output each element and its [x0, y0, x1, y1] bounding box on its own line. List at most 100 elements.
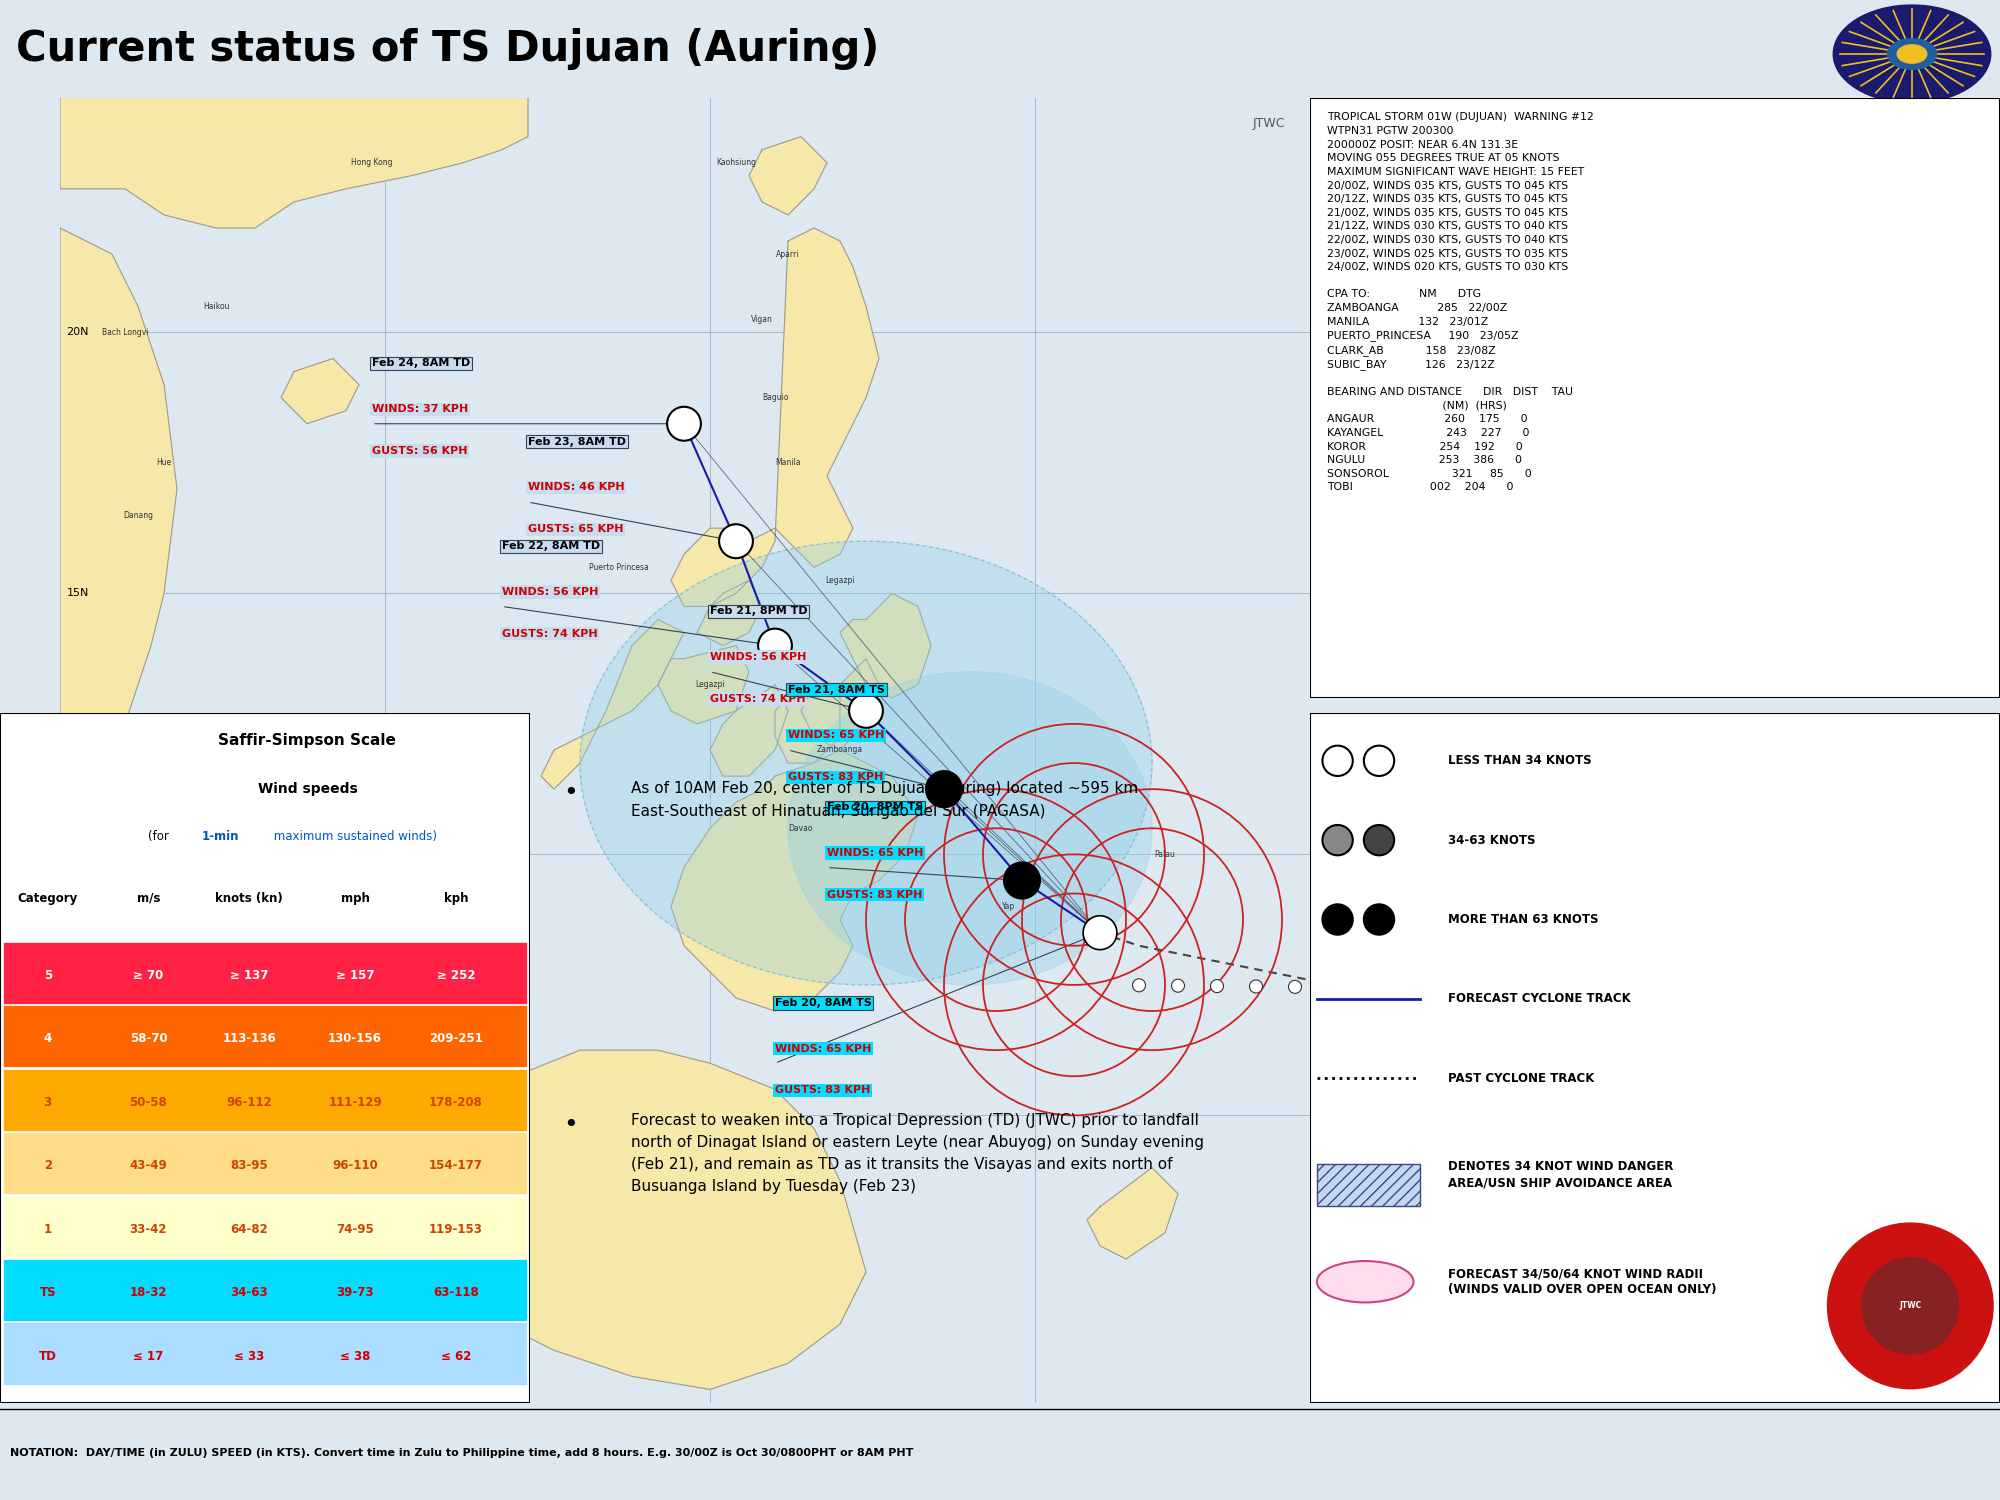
Text: JTWC: JTWC	[1252, 117, 1286, 130]
Text: Brunei: Brunei	[476, 1098, 502, 1107]
Text: GUSTS: 83 KPH: GUSTS: 83 KPH	[828, 890, 922, 900]
Circle shape	[1328, 981, 1340, 994]
Circle shape	[1828, 1222, 1994, 1389]
Text: TROPICAL STORM 01W (DUJUAN)  WARNING #12
WTPN31 PGTW 200300
200000Z POSIT: NEAR : TROPICAL STORM 01W (DUJUAN) WARNING #12 …	[1328, 112, 1594, 492]
Text: WINDS: 65 KPH: WINDS: 65 KPH	[828, 847, 924, 858]
Text: Forecast to weaken into a Tropical Depression (TD) (JTWC) prior to landfall
nort: Forecast to weaken into a Tropical Depre…	[632, 1113, 1204, 1194]
Text: ≥ 252: ≥ 252	[436, 969, 476, 982]
Polygon shape	[748, 136, 828, 214]
Text: Zamboanga: Zamboanga	[816, 746, 864, 754]
Text: Aparri: Aparri	[776, 249, 800, 258]
Text: NOTATION:  DAY/TIME (in ZULU) SPEED (in KTS). Convert time in Zulu to Philippine: NOTATION: DAY/TIME (in ZULU) SPEED (in K…	[10, 1449, 914, 1458]
Polygon shape	[398, 1050, 866, 1389]
Text: •: •	[562, 1113, 578, 1137]
Text: Saffir-Simpson Scale: Saffir-Simpson Scale	[218, 734, 396, 748]
Bar	[2, 1068, 528, 1131]
Text: Category: Category	[18, 892, 78, 904]
Polygon shape	[672, 228, 880, 606]
Polygon shape	[800, 658, 880, 750]
Text: 33-42: 33-42	[130, 1222, 168, 1236]
Polygon shape	[540, 620, 684, 789]
Polygon shape	[840, 594, 932, 698]
Circle shape	[1888, 39, 1936, 69]
Text: GUSTS: 74 KPH: GUSTS: 74 KPH	[502, 628, 598, 639]
Text: Legazpi: Legazpi	[826, 576, 854, 585]
Text: Wind speeds: Wind speeds	[258, 782, 358, 795]
Bar	[1316, 1164, 1420, 1206]
Circle shape	[1364, 825, 1394, 855]
Ellipse shape	[1316, 1262, 1414, 1302]
Text: TD: TD	[38, 1350, 56, 1364]
Circle shape	[1172, 980, 1184, 992]
Text: GUSTS: 56 KPH: GUSTS: 56 KPH	[372, 446, 468, 456]
Text: 64-82: 64-82	[230, 1222, 268, 1236]
Text: WINDS: 65 KPH: WINDS: 65 KPH	[788, 730, 884, 741]
Circle shape	[1898, 45, 1926, 63]
Text: GUSTS: 83 KPH: GUSTS: 83 KPH	[776, 1086, 870, 1095]
Text: Feb 21, 8AM TS: Feb 21, 8AM TS	[788, 684, 884, 694]
Circle shape	[1834, 4, 1990, 104]
Text: FORECAST CYCLONE TRACK: FORECAST CYCLONE TRACK	[1448, 993, 1630, 1005]
Text: 5: 5	[44, 969, 52, 982]
Text: Feb 20, 8PM TS: Feb 20, 8PM TS	[828, 802, 924, 812]
Bar	[2, 1132, 528, 1194]
Text: 130-156: 130-156	[328, 1032, 382, 1046]
Text: Danang: Danang	[124, 510, 152, 519]
Text: (for: (for	[148, 830, 174, 843]
Circle shape	[1210, 980, 1224, 993]
Circle shape	[1322, 904, 1352, 934]
Text: ≤ 17: ≤ 17	[134, 1350, 164, 1364]
Text: DENOTES 34 KNOT WIND DANGER
AREA/USN SHIP AVOIDANCE AREA: DENOTES 34 KNOT WIND DANGER AREA/USN SHI…	[1448, 1161, 1674, 1190]
Circle shape	[720, 524, 752, 558]
Text: Feb 22, 8AM TD: Feb 22, 8AM TD	[502, 542, 600, 550]
Text: Feb 20, 8AM TS: Feb 20, 8AM TS	[776, 998, 872, 1008]
Polygon shape	[698, 580, 762, 645]
Text: 1: 1	[44, 1222, 52, 1236]
Text: 2: 2	[44, 1160, 52, 1173]
Text: 4: 4	[44, 1032, 52, 1046]
Text: PAST CYCLONE TRACK: PAST CYCLONE TRACK	[1448, 1071, 1594, 1084]
Text: Kaohsiung: Kaohsiung	[716, 159, 756, 168]
Polygon shape	[580, 542, 1152, 986]
Circle shape	[1322, 746, 1352, 776]
Text: knots (kn): knots (kn)	[216, 892, 282, 904]
Text: WINDS: 46 KPH: WINDS: 46 KPH	[528, 483, 624, 492]
Text: •: •	[562, 782, 578, 806]
Polygon shape	[776, 684, 840, 764]
Polygon shape	[280, 358, 360, 423]
Bar	[2, 942, 528, 1004]
Text: 63-118: 63-118	[432, 1287, 478, 1299]
Text: ≤ 33: ≤ 33	[234, 1350, 264, 1364]
Bar	[2, 1196, 528, 1257]
Text: Feb 24, 8AM TD: Feb 24, 8AM TD	[372, 358, 470, 369]
Circle shape	[1364, 904, 1394, 934]
Text: 43-49: 43-49	[130, 1160, 168, 1173]
Text: Palau: Palau	[1154, 850, 1176, 859]
Text: ≥ 137: ≥ 137	[230, 969, 268, 982]
Text: Haikou: Haikou	[202, 302, 230, 310]
Text: 74-95: 74-95	[336, 1222, 374, 1236]
Text: 3: 3	[44, 1096, 52, 1108]
Text: FORECAST 34/50/64 KNOT WIND RADII
(WINDS VALID OVER OPEN OCEAN ONLY): FORECAST 34/50/64 KNOT WIND RADII (WINDS…	[1448, 1268, 1716, 1296]
Circle shape	[850, 694, 882, 728]
Text: WINDS: 37 KPH: WINDS: 37 KPH	[372, 404, 468, 414]
Circle shape	[1364, 746, 1394, 776]
Text: WINDS: 56 KPH: WINDS: 56 KPH	[502, 586, 598, 597]
Bar	[2, 1005, 528, 1066]
Circle shape	[1004, 862, 1040, 898]
Circle shape	[1250, 980, 1262, 993]
Circle shape	[1084, 915, 1116, 950]
Circle shape	[1862, 1257, 1958, 1354]
Polygon shape	[710, 684, 788, 776]
Polygon shape	[1088, 1167, 1178, 1258]
Text: Bach Longvi: Bach Longvi	[102, 328, 148, 338]
Text: 58-70: 58-70	[130, 1032, 168, 1046]
Text: 113-136: 113-136	[222, 1032, 276, 1046]
Text: 209-251: 209-251	[428, 1032, 482, 1046]
Text: 34-63: 34-63	[230, 1287, 268, 1299]
Text: 10N: 10N	[66, 849, 88, 859]
Text: 96-110: 96-110	[332, 1160, 378, 1173]
Text: Feb 23, 8AM TD: Feb 23, 8AM TD	[528, 436, 626, 447]
Circle shape	[1288, 981, 1302, 993]
Text: Hong Kong: Hong Kong	[352, 159, 392, 168]
